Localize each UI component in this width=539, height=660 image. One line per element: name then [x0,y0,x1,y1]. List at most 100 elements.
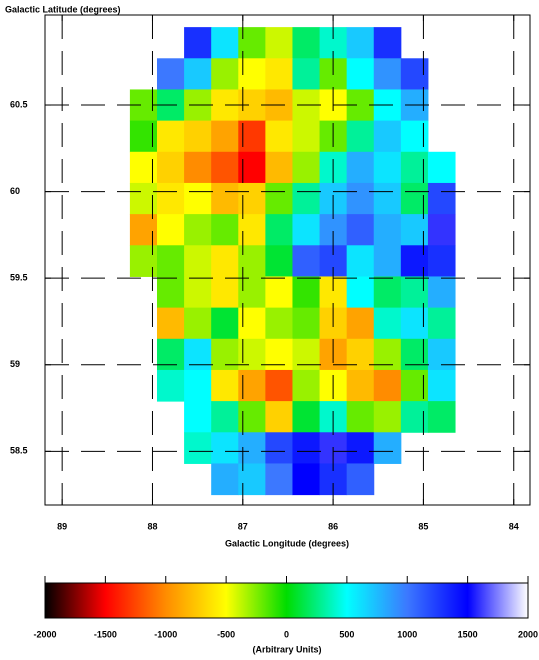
heatmap-cell [346,463,375,496]
colorbar [44,582,529,619]
y-axis-label: Galactic Latitude (degrees) [5,4,121,14]
heatmap-cell [156,120,185,153]
heatmap-cell [373,369,402,402]
heatmap-cell [211,120,239,153]
heatmap-cell [184,245,212,277]
x-tick-label: 84 [509,521,519,531]
heatmap [129,27,456,496]
y-tick-label: 60.5 [10,99,28,109]
heatmap-cell [346,401,375,433]
heatmap-cell [265,369,293,402]
heatmap-cell [373,307,402,340]
heatmap-cell [373,151,402,184]
heatmap-cell [265,182,293,215]
heatmap-cell [265,307,293,340]
heatmap-cell [211,151,239,184]
heatmap-cell [400,151,429,184]
heatmap-cell [156,58,185,90]
heatmap-cell [292,463,321,496]
heatmap-cell [400,276,429,309]
heatmap-cell [211,338,239,371]
heatmap-cell [265,27,293,59]
heatmap-cell [184,369,212,402]
heatmap-cell [346,214,375,246]
heatmap-cell [156,182,185,215]
heatmap-cell [400,307,429,340]
heatmap-cell [373,27,402,59]
heatmap-cell [346,27,375,59]
heatmap-cell [156,151,185,184]
heatmap-cell [427,151,456,184]
heatmap-cell [400,120,429,153]
heatmap-cell [184,214,212,246]
heatmap-cell [184,182,212,215]
heatmap-cell [211,245,239,277]
heatmap-cell [400,245,429,277]
heatmap-cell [346,307,375,340]
heatmap-cell [400,369,429,402]
colorbar-tick-label: -1500 [94,629,117,639]
x-tick-label: 87 [238,521,248,531]
heatmap-cell [184,307,212,340]
heatmap-cell [292,307,321,340]
heatmap-cell [211,182,239,215]
x-tick-label: 85 [418,521,428,531]
heatmap-cell [184,432,212,464]
heatmap-cell [400,338,429,371]
heatmap-cell [346,120,375,153]
heatmap-cell [292,276,321,309]
heatmap-cell [265,151,293,184]
heatmap-cell [292,245,321,277]
colorbar-tick-label: 0 [284,629,289,639]
heatmap-cell [265,276,293,309]
heatmap-cell [427,369,456,402]
colorbar-tick-label: 2000 [518,629,538,639]
heatmap-cell [265,401,293,433]
heatmap-cell [211,58,239,90]
heatmap-cell [265,338,293,371]
y-tick-label: 59 [10,359,20,369]
heatmap-cell [373,182,402,215]
heatmap-cell [265,58,293,90]
heatmap-cell [346,338,375,371]
heatmap-cell [427,307,456,340]
heatmap-cell [292,120,321,153]
heatmap-cell [211,401,239,433]
heatmap-cell [292,432,321,464]
heatmap-cell [400,401,429,433]
heatmap-cell [400,58,429,90]
heatmap-cell [373,120,402,153]
heatmap-cell [400,214,429,246]
heatmap-cell [211,276,239,309]
colorbar-tick-label: -1000 [154,629,177,639]
heatmap-cell [265,245,293,277]
heatmap-cell [129,245,158,277]
heatmap-cell [265,432,293,464]
heatmap-cell [346,276,375,309]
heatmap-cell [156,276,185,309]
heatmap-cell [156,369,185,402]
colorbar-tick-label: -2000 [33,629,56,639]
heatmap-cell [184,27,212,59]
x-axis-label: Galactic Longitude (degrees) [225,538,349,548]
heatmap-cell [373,338,402,371]
heatmap-cell [129,151,158,184]
colorbar-tick-label: 500 [339,629,354,639]
heatmap-cell [427,338,456,371]
heatmap-cell [129,120,158,153]
y-tick-label: 59.5 [10,273,28,283]
heatmap-cell [427,276,456,309]
x-tick-label: 88 [147,521,157,531]
heatmap-cell [292,151,321,184]
heatmap-cell [346,369,375,402]
heatmap-cell [346,432,375,464]
heatmap-cell [400,182,429,215]
heatmap-cell [184,151,212,184]
y-tick-label: 58.5 [10,446,28,456]
heatmap-cell [346,182,375,215]
plot-frame [44,14,531,506]
heatmap-cell [373,245,402,277]
heatmap-cell [292,58,321,90]
x-tick-label: 86 [328,521,338,531]
